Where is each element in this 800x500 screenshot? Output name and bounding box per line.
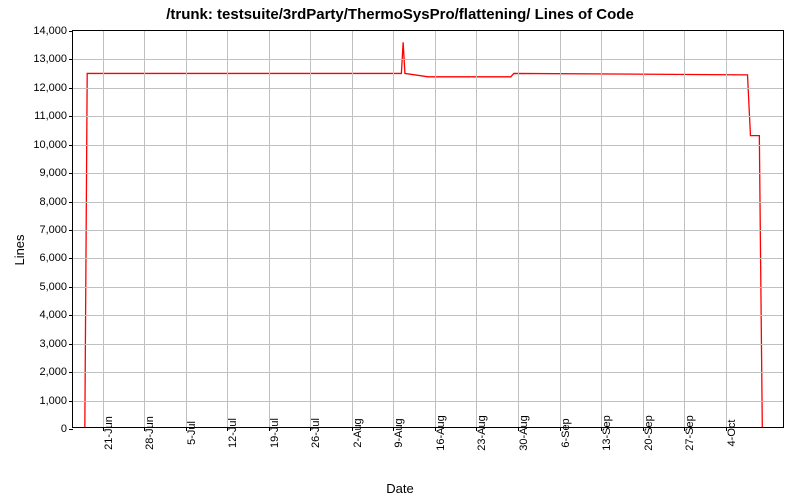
y-tick-label: 6,000 (39, 252, 67, 264)
y-tick-label: 0 (61, 423, 67, 435)
x-tick-label: 20-Sep (643, 415, 655, 450)
y-tick-label: 2,000 (39, 366, 67, 378)
gridline-horizontal (73, 173, 783, 174)
x-tick-label: 6-Sep (560, 418, 572, 447)
y-tick-mark (69, 31, 73, 32)
y-axis-label: Lines (12, 234, 27, 265)
y-tick-label: 4,000 (39, 309, 67, 321)
y-tick-label: 1,000 (39, 395, 67, 407)
gridline-vertical (560, 31, 561, 427)
gridline-vertical (186, 31, 187, 427)
y-tick-label: 11,000 (34, 110, 67, 122)
gridline-horizontal (73, 59, 783, 60)
gridline-horizontal (73, 258, 783, 259)
gridline-horizontal (73, 372, 783, 373)
gridline-horizontal (73, 401, 783, 402)
y-tick-mark (69, 429, 73, 430)
x-tick-label: 2-Aug (352, 418, 364, 447)
x-tick-label: 21-Jun (103, 416, 115, 450)
y-tick-mark (69, 145, 73, 146)
y-tick-mark (69, 344, 73, 345)
y-tick-mark (69, 202, 73, 203)
gridline-horizontal (73, 145, 783, 146)
y-tick-mark (69, 173, 73, 174)
x-tick-label: 27-Sep (684, 415, 696, 450)
chart-title: /trunk: testsuite/3rdParty/ThermoSysPro/… (0, 6, 800, 23)
gridline-horizontal (73, 315, 783, 316)
gridline-horizontal (73, 88, 783, 89)
gridline-horizontal (73, 344, 783, 345)
gridline-horizontal (73, 287, 783, 288)
y-tick-label: 12,000 (33, 82, 67, 94)
y-tick-mark (69, 59, 73, 60)
y-tick-mark (69, 116, 73, 117)
gridline-vertical (726, 31, 727, 427)
y-tick-label: 9,000 (39, 167, 67, 179)
gridline-vertical (643, 31, 644, 427)
loc-chart: /trunk: testsuite/3rdParty/ThermoSysPro/… (0, 0, 800, 500)
x-tick-label: 19-Jul (269, 418, 281, 448)
y-tick-mark (69, 230, 73, 231)
gridline-vertical (476, 31, 477, 427)
gridline-vertical (684, 31, 685, 427)
x-tick-label: 30-Aug (518, 415, 530, 450)
y-tick-label: 14,000 (33, 25, 67, 37)
y-tick-label: 10,000 (33, 139, 67, 151)
x-tick-label: 9-Aug (393, 418, 405, 447)
y-tick-mark (69, 258, 73, 259)
gridline-horizontal (73, 202, 783, 203)
gridline-vertical (518, 31, 519, 427)
gridline-vertical (435, 31, 436, 427)
y-tick-mark (69, 372, 73, 373)
y-tick-label: 5,000 (39, 281, 67, 293)
gridline-horizontal (73, 230, 783, 231)
x-tick-label: 5-Jul (186, 421, 198, 445)
y-tick-label: 8,000 (39, 196, 67, 208)
gridline-vertical (393, 31, 394, 427)
x-tick-label: 23-Aug (476, 415, 488, 450)
gridline-vertical (601, 31, 602, 427)
x-axis-label: Date (0, 481, 800, 496)
y-tick-label: 3,000 (39, 338, 67, 350)
y-tick-mark (69, 401, 73, 402)
y-tick-mark (69, 287, 73, 288)
x-tick-label: 28-Jun (144, 416, 156, 450)
x-tick-label: 13-Sep (601, 415, 613, 450)
gridline-horizontal (73, 116, 783, 117)
gridline-vertical (310, 31, 311, 427)
y-tick-mark (69, 88, 73, 89)
line-series (73, 31, 783, 427)
gridline-vertical (144, 31, 145, 427)
x-tick-label: 26-Jul (310, 418, 322, 448)
gridline-vertical (352, 31, 353, 427)
x-tick-label: 4-Oct (726, 420, 738, 447)
plot-area: 01,0002,0003,0004,0005,0006,0007,0008,00… (72, 30, 784, 428)
gridline-vertical (227, 31, 228, 427)
gridline-vertical (103, 31, 104, 427)
x-tick-label: 16-Aug (435, 415, 447, 450)
gridline-vertical (269, 31, 270, 427)
y-tick-label: 7,000 (39, 224, 67, 236)
y-tick-mark (69, 315, 73, 316)
x-tick-label: 12-Jul (227, 418, 239, 448)
y-tick-label: 13,000 (33, 53, 67, 65)
